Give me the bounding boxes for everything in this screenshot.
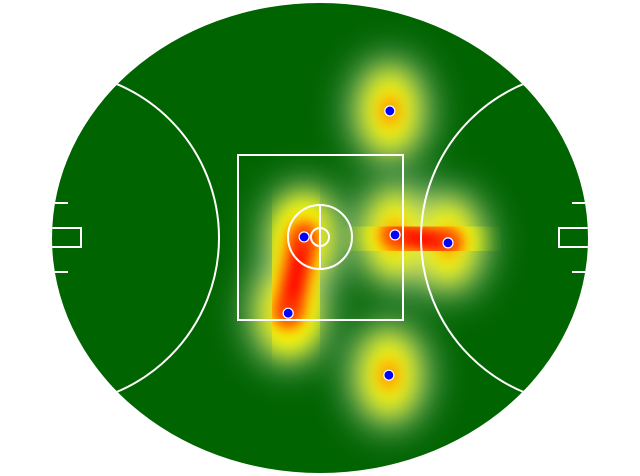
right-goal-square [558,227,588,248]
left-arc [52,70,220,406]
point [389,229,401,241]
point [383,369,395,381]
left-goal-square [52,227,82,248]
points [282,105,454,381]
point [384,105,396,117]
point [442,237,454,249]
point [298,231,310,243]
centre-square [237,154,404,321]
right-arc [420,70,588,406]
point [282,307,294,319]
